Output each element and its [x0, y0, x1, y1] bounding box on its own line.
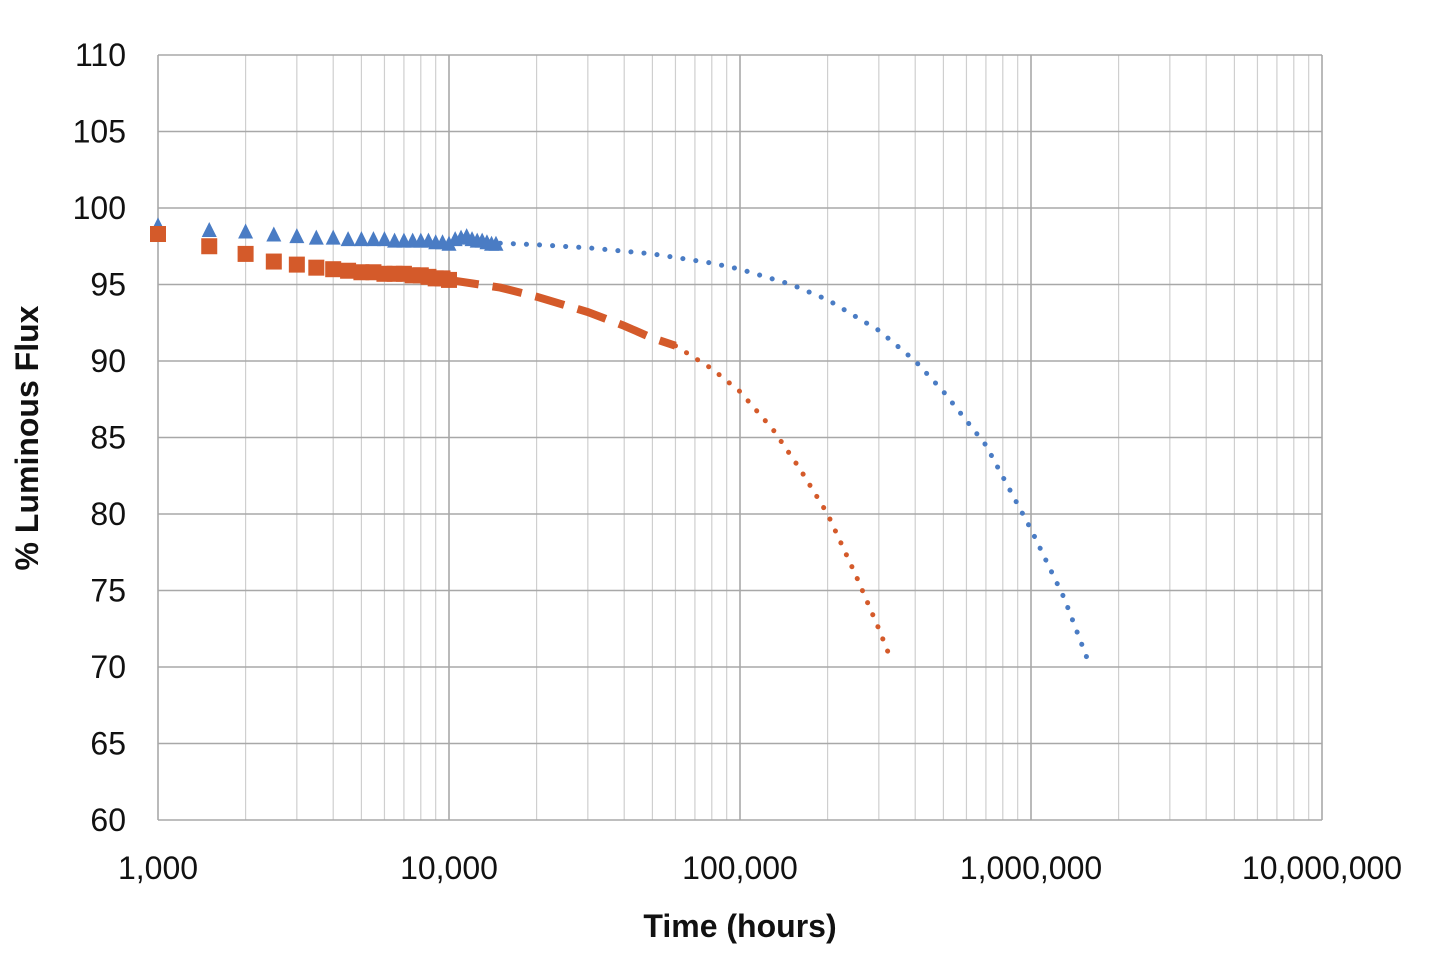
y-tick-label: 110 [75, 37, 126, 73]
triangle-point [325, 229, 341, 245]
square-point [325, 261, 342, 278]
triangle-point [238, 223, 254, 239]
y-tick-label: 100 [73, 190, 126, 226]
major-gridlines [157, 54, 1323, 821]
y-tick-label: 70 [90, 649, 126, 685]
y-tick-label: 95 [90, 267, 126, 303]
square-point [308, 259, 325, 276]
series-0 [150, 217, 504, 251]
square-point [150, 226, 166, 243]
triangle-point [289, 228, 305, 244]
triangle-point [376, 231, 392, 247]
y-axis-title: % Luminous Flux [9, 305, 45, 570]
triangle-point [353, 231, 369, 247]
triangle-point [365, 231, 381, 247]
y-tick-label: 85 [90, 420, 126, 456]
square-point [353, 264, 370, 281]
x-tick-label: 10,000,000 [1242, 850, 1402, 886]
square-point [340, 262, 357, 279]
y-tick-label: 65 [90, 726, 126, 762]
x-axis-title: Time (hours) [643, 908, 836, 944]
trend-line [448, 275, 677, 350]
y-tick-label: 105 [73, 114, 126, 150]
square-point [265, 253, 282, 270]
series-1 [497, 240, 1093, 670]
y-tick-label: 75 [90, 573, 126, 609]
triangle-point [308, 229, 324, 245]
triangle-point [201, 221, 217, 237]
x-tick-label: 100,000 [682, 850, 798, 886]
y-tick-labels: 60 65 70 75 80 85 90 95 100 105 110 [73, 37, 126, 838]
triangle-point [266, 226, 282, 242]
trend-line [497, 240, 1093, 670]
triangle-point [488, 235, 504, 251]
square-point [201, 238, 218, 255]
triangle-point [441, 235, 457, 251]
square-point [237, 245, 254, 262]
x-tick-label: 1,000 [118, 850, 198, 886]
square-point [288, 256, 305, 273]
y-tick-label: 90 [90, 343, 126, 379]
y-tick-label: 60 [90, 802, 126, 838]
series-3 [448, 275, 677, 350]
x-tick-label: 10,000 [400, 850, 498, 886]
series-layer [150, 217, 1093, 670]
triangle-point [340, 231, 356, 247]
y-tick-label: 80 [90, 496, 126, 532]
x-tick-label: 1,000,000 [960, 850, 1102, 886]
series-2 [150, 226, 457, 288]
x-tick-labels: 1,000 10,000 100,000 1,000,000 10,000,000 [118, 850, 1402, 886]
